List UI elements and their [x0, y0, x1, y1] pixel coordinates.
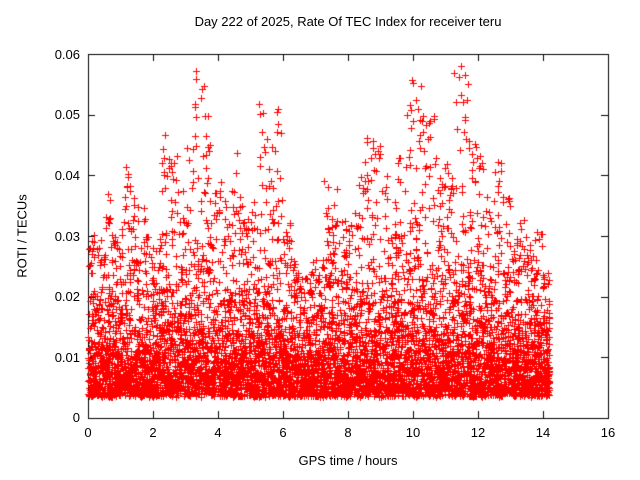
- x-tick-label: 12: [470, 425, 486, 440]
- y-tick-label: 0.03: [54, 229, 80, 244]
- x-tick-label: 16: [600, 425, 616, 440]
- y-tick-label: 0.06: [54, 47, 80, 62]
- y-tick-label: 0.01: [54, 350, 80, 365]
- y-tick-label: 0.05: [54, 107, 80, 122]
- y-tick-label: 0: [72, 410, 80, 425]
- x-tick-label: 6: [279, 425, 287, 440]
- x-axis-label: GPS time / hours: [298, 453, 398, 468]
- x-tick-label: 4: [214, 425, 222, 440]
- x-tick-label: 10: [405, 425, 421, 440]
- y-tick-label: 0.04: [54, 168, 80, 183]
- x-tick-label: 0: [84, 425, 92, 440]
- x-tick-label: 14: [535, 425, 551, 440]
- x-tick-label: 2: [149, 425, 157, 440]
- y-tick-label: 0.02: [54, 289, 80, 304]
- x-tick-label: 8: [344, 425, 352, 440]
